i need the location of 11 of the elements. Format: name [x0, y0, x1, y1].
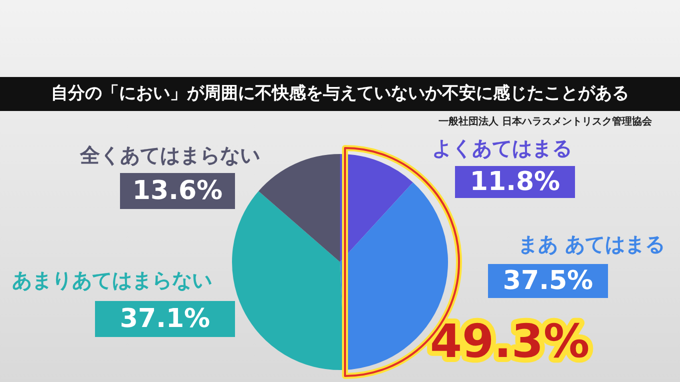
data-label: 37.1% [120, 304, 210, 334]
slice-label: よくあてはまる [432, 136, 572, 160]
data-label: 13.6% [132, 176, 223, 206]
slice-label: まあ あてはまる [518, 232, 665, 256]
text: 49.3% [430, 314, 590, 368]
slice-label: あまりあてはまらない [12, 268, 212, 292]
data-label: 11.8% [470, 166, 560, 197]
chart-title: 自分の「におい」が周囲に不快感を与えていないか不安に感じたことがある [51, 83, 629, 104]
data-label: 37.5% [502, 266, 594, 296]
text: 一般社団法人 日本ハラスメントリスク管理協会 [438, 116, 653, 128]
slice-label: 全くあてはまらない [79, 143, 260, 168]
